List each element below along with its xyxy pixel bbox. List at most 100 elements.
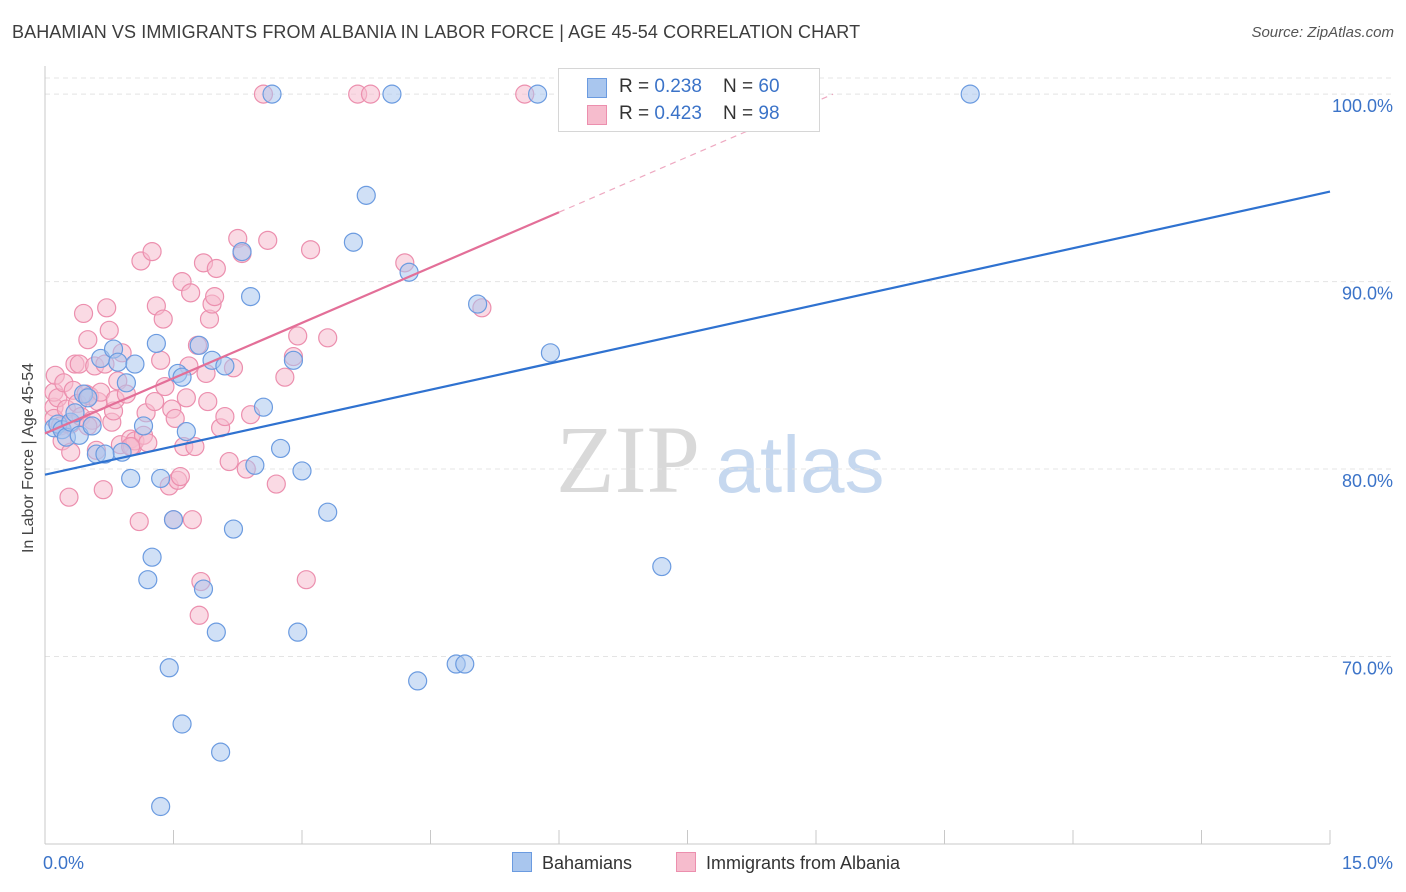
- albania-point[interactable]: [296, 570, 316, 590]
- bahamian-point[interactable]: [253, 397, 274, 417]
- bahamian-point[interactable]: [356, 185, 376, 205]
- bahamian-point[interactable]: [189, 335, 209, 355]
- bahamian-point[interactable]: [211, 742, 231, 762]
- albania-point[interactable]: [181, 283, 201, 303]
- bahamian-point[interactable]: [142, 547, 162, 567]
- bahamian-point[interactable]: [283, 350, 304, 370]
- albania-point[interactable]: [59, 487, 79, 507]
- bottom-legend-bahamians[interactable]: Bahamians: [512, 852, 632, 874]
- albania-point[interactable]: [300, 240, 321, 260]
- bahamian-point[interactable]: [270, 438, 291, 459]
- watermark-zip: ZIP: [556, 406, 700, 513]
- legend-n-label: N =: [723, 103, 759, 124]
- albania-trend-extension: [558, 93, 834, 213]
- albania-point[interactable]: [258, 230, 278, 250]
- bahamian-point[interactable]: [292, 461, 312, 481]
- y-tick-label: 70.0%: [1342, 659, 1393, 679]
- albania-point[interactable]: [99, 320, 119, 340]
- bottom-legend-swatch-blue: [512, 852, 532, 872]
- bahamian-point[interactable]: [69, 425, 89, 445]
- albania-point[interactable]: [266, 474, 286, 494]
- bahamian-point[interactable]: [318, 502, 338, 522]
- bahamian-point[interactable]: [159, 658, 179, 678]
- albania-point[interactable]: [176, 388, 196, 408]
- bahamian-point[interactable]: [108, 352, 128, 372]
- bahamian-point[interactable]: [138, 570, 158, 590]
- albania-point[interactable]: [165, 408, 185, 429]
- bahamian-point[interactable]: [163, 510, 184, 530]
- bahamian-point[interactable]: [151, 468, 171, 489]
- albania-point[interactable]: [219, 451, 239, 472]
- x-tick-label-max: 15.0%: [1342, 853, 1393, 873]
- albania-point[interactable]: [97, 298, 117, 318]
- bahamian-point[interactable]: [133, 416, 154, 436]
- albania-point[interactable]: [129, 511, 149, 532]
- bahamian-point[interactable]: [455, 654, 475, 674]
- albania-point[interactable]: [206, 258, 226, 279]
- bahamian-point[interactable]: [382, 84, 402, 104]
- bahamian-point[interactable]: [146, 333, 166, 354]
- albania-point[interactable]: [138, 433, 158, 453]
- legend-r-label: R =: [619, 76, 655, 97]
- albania-point[interactable]: [153, 309, 173, 329]
- bahamian-point[interactable]: [172, 714, 192, 734]
- chart-title: BAHAMIAN VS IMMIGRANTS FROM ALBANIA IN L…: [12, 22, 861, 42]
- bahamian-point[interactable]: [116, 373, 136, 393]
- legend-r-value: 0.423: [654, 103, 702, 124]
- legend-swatch-pink: [587, 105, 607, 125]
- legend-n-value: 98: [758, 103, 780, 124]
- bottom-legend-albania[interactable]: Immigrants from Albania: [676, 852, 900, 874]
- bahamian-point[interactable]: [540, 343, 561, 363]
- bahamian-point[interactable]: [206, 622, 226, 642]
- bahamian-point[interactable]: [468, 294, 488, 314]
- bahamian-point[interactable]: [408, 671, 428, 691]
- legend-r-value: 0.238: [654, 76, 702, 97]
- albania-point[interactable]: [360, 84, 381, 104]
- bahamian-point[interactable]: [121, 468, 141, 489]
- source-label: Source: ZipAtlas.com: [1251, 24, 1394, 41]
- bottom-legend-label: Immigrants from Albania: [706, 853, 901, 873]
- bahamian-point[interactable]: [82, 416, 102, 436]
- bahamian-point[interactable]: [125, 354, 145, 374]
- bahamians-trend-line: [44, 190, 1331, 476]
- bahamian-point[interactable]: [223, 519, 244, 539]
- bahamian-point[interactable]: [652, 556, 672, 577]
- bahamian-point[interactable]: [232, 241, 252, 262]
- bahamian-point[interactable]: [245, 455, 265, 475]
- albania-point[interactable]: [288, 326, 308, 346]
- bahamian-point[interactable]: [176, 421, 196, 442]
- legend-swatch-blue: [587, 78, 607, 98]
- bahamian-point[interactable]: [65, 403, 85, 423]
- albania-point[interactable]: [73, 303, 94, 324]
- bahamian-point[interactable]: [95, 444, 115, 464]
- bahamian-point[interactable]: [193, 579, 214, 599]
- albania-point[interactable]: [145, 391, 165, 412]
- albania-point[interactable]: [93, 480, 113, 500]
- albania-point[interactable]: [205, 286, 225, 307]
- bahamian-point[interactable]: [78, 388, 98, 408]
- albania-point[interactable]: [182, 510, 202, 530]
- albania-point[interactable]: [318, 328, 338, 348]
- albania-point[interactable]: [151, 350, 171, 370]
- bahamian-point[interactable]: [960, 84, 980, 104]
- albania-point[interactable]: [170, 466, 190, 487]
- albania-point[interactable]: [78, 330, 98, 350]
- bahamian-point[interactable]: [343, 232, 363, 252]
- albania-point[interactable]: [215, 406, 235, 427]
- legend-r-label: R =: [619, 103, 655, 124]
- bahamian-point[interactable]: [288, 622, 308, 642]
- bottom-legend-swatch-pink: [676, 852, 696, 872]
- albania-point[interactable]: [142, 241, 162, 262]
- bahamian-point[interactable]: [262, 84, 282, 104]
- bahamian-point[interactable]: [241, 286, 261, 307]
- albania-point[interactable]: [189, 605, 209, 625]
- albania-point[interactable]: [198, 391, 218, 412]
- albania-point[interactable]: [275, 367, 295, 387]
- y-tick-label: 100.0%: [1332, 96, 1393, 116]
- bahamian-point[interactable]: [527, 84, 548, 104]
- bahamian-point[interactable]: [151, 796, 171, 817]
- x-tick-label-min: 0.0%: [43, 853, 84, 873]
- watermark-atlas: atlas: [716, 420, 885, 509]
- y-tick-label: 80.0%: [1342, 471, 1393, 491]
